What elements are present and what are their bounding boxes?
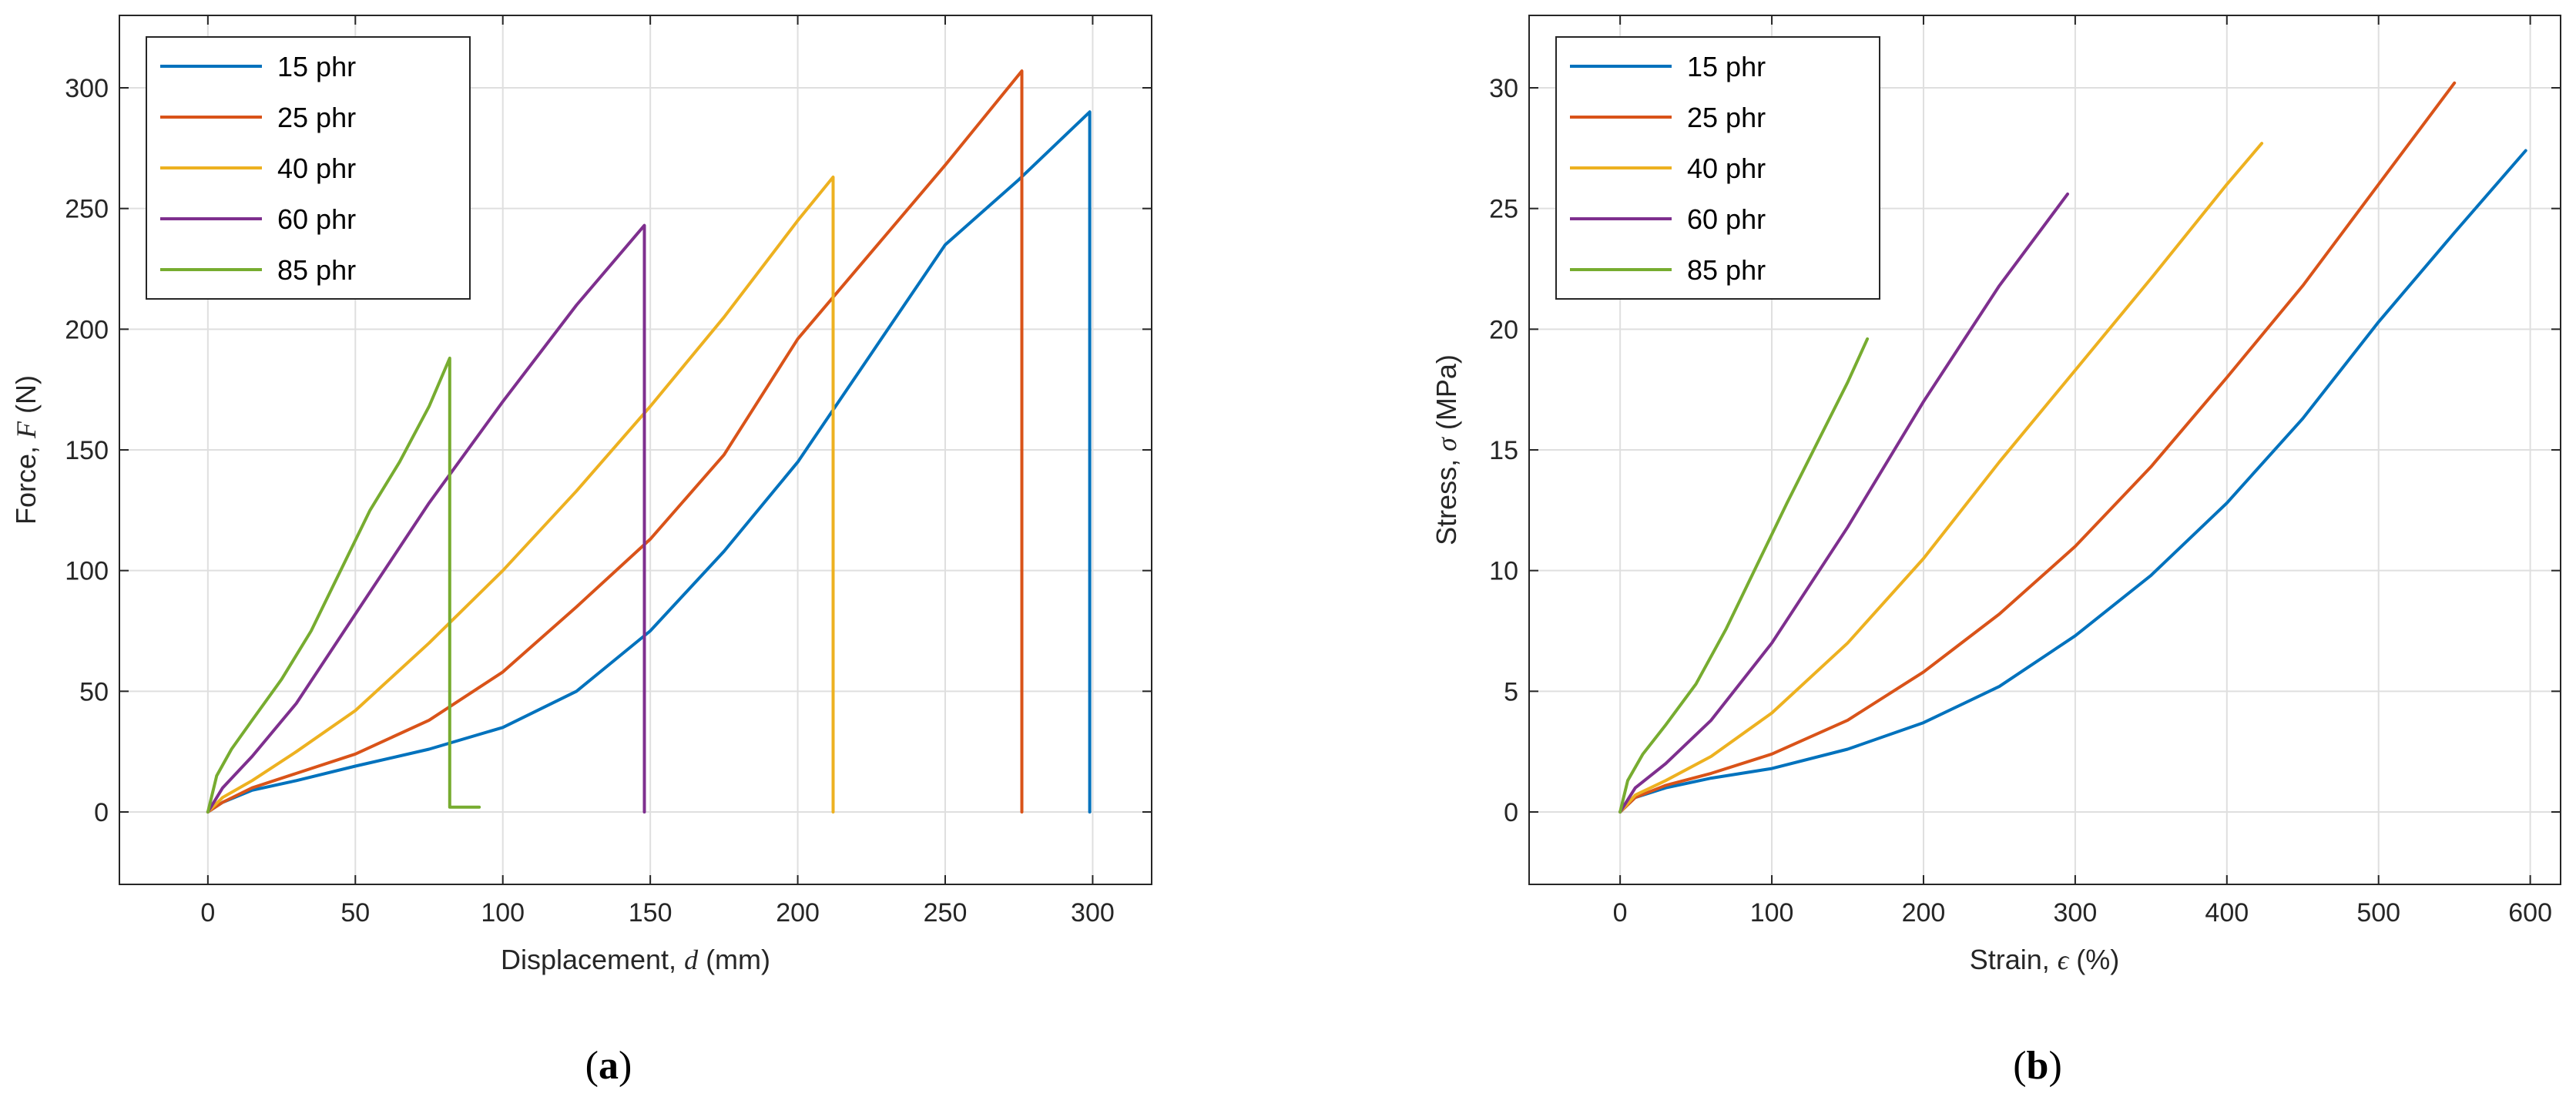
legend-label: 15 phr — [277, 51, 356, 82]
x-tick-label: 100 — [1750, 898, 1794, 928]
x-tick-label: 500 — [2356, 898, 2400, 928]
x-axis-label-a: Displacement, d (mm) — [501, 944, 770, 975]
legend-label: 15 phr — [1687, 51, 1766, 82]
tick-labels-a: 0 50 100 150 200 250 300 0 50 100 150 200 250 300 — [65, 15, 1152, 928]
y-tick-label: 250 — [65, 195, 109, 224]
x-tick-label: 300 — [1071, 898, 1115, 928]
series-line-40-phr-a — [206, 175, 835, 814]
x-tick-label: 150 — [629, 898, 673, 928]
y-tick-label: 25 — [1489, 195, 1518, 224]
legend-label: 85 phr — [1687, 254, 1766, 286]
y-tick-label: 0 — [94, 798, 109, 827]
y-axis-label-b: Stress, σ (MPa) — [1431, 354, 1462, 545]
y-tick-label: 300 — [65, 74, 109, 103]
y-tick-label: 10 — [1489, 557, 1518, 586]
series-lines-b — [1618, 81, 2527, 814]
x-tick-label: 200 — [1902, 898, 1946, 928]
series-line-25-phr-a — [206, 69, 1024, 814]
legend-b: 15 phr 25 phr 40 phr 60 phr 85 phr — [1555, 36, 1880, 300]
series-line-60-phr-b — [1618, 192, 2069, 814]
y-tick-label: 200 — [65, 315, 109, 344]
legend-label: 40 phr — [1687, 153, 1766, 184]
series-line-85-phr-a — [206, 356, 481, 814]
legend-label: 25 phr — [1687, 102, 1766, 133]
chart-panel-a: 0 50 100 150 200 250 300 0 50 100 150 200 250 300 15 … — [10, 15, 1152, 1088]
x-tick-label: 0 — [1613, 898, 1628, 928]
series-line-40-phr-b — [1618, 142, 2264, 814]
x-axis-label-b: Strain, ϵ (%) — [1970, 944, 2120, 975]
series-line-25-phr-b — [1618, 81, 2457, 814]
x-tick-label: 300 — [2054, 898, 2098, 928]
series-line-15-phr-b — [1618, 149, 2527, 814]
legend-label: 40 phr — [277, 153, 356, 184]
grid-a — [119, 15, 1152, 884]
series-line-15-phr-a — [206, 110, 1092, 814]
x-tick-label: 0 — [200, 898, 215, 928]
x-tick-label: 250 — [924, 898, 968, 928]
x-tick-label: 100 — [481, 898, 525, 928]
legend-label: 25 phr — [277, 102, 356, 133]
y-tick-label: 0 — [1504, 798, 1518, 827]
panel-label-a: (a) — [585, 1044, 632, 1088]
series-line-85-phr-b — [1618, 337, 1870, 814]
y-tick-label: 20 — [1489, 315, 1518, 344]
y-tick-label: 50 — [79, 677, 109, 706]
y-axis-label-a: Force, F (N) — [10, 375, 42, 525]
legend-label: 85 phr — [277, 254, 356, 286]
legend-label: 60 phr — [277, 203, 356, 235]
legend-a: 15 phr 25 phr 40 phr 60 phr 85 phr — [146, 36, 471, 300]
x-tick-label: 600 — [2508, 898, 2552, 928]
tick-labels-b: 0 100 200 300 400 500 600 0 5 10 15 20 25 30 — [1489, 15, 2561, 928]
legend-label: 60 phr — [1687, 203, 1766, 235]
y-tick-label: 150 — [65, 436, 109, 465]
series-lines-a — [206, 69, 1092, 814]
x-tick-label: 50 — [340, 898, 370, 928]
series-line-60-phr-a — [206, 223, 646, 814]
y-tick-label: 30 — [1489, 74, 1518, 103]
x-tick-label: 400 — [2205, 898, 2249, 928]
x-tick-label: 200 — [776, 898, 820, 928]
y-tick-label: 15 — [1489, 436, 1518, 465]
chart-panel-b: 0 100 200 300 400 500 600 0 5 10 15 20 25 30 15 phr 25… — [1431, 15, 2561, 1088]
y-tick-label: 100 — [65, 557, 109, 586]
panel-label-b: (b) — [2013, 1044, 2062, 1088]
y-tick-label: 5 — [1504, 677, 1518, 706]
